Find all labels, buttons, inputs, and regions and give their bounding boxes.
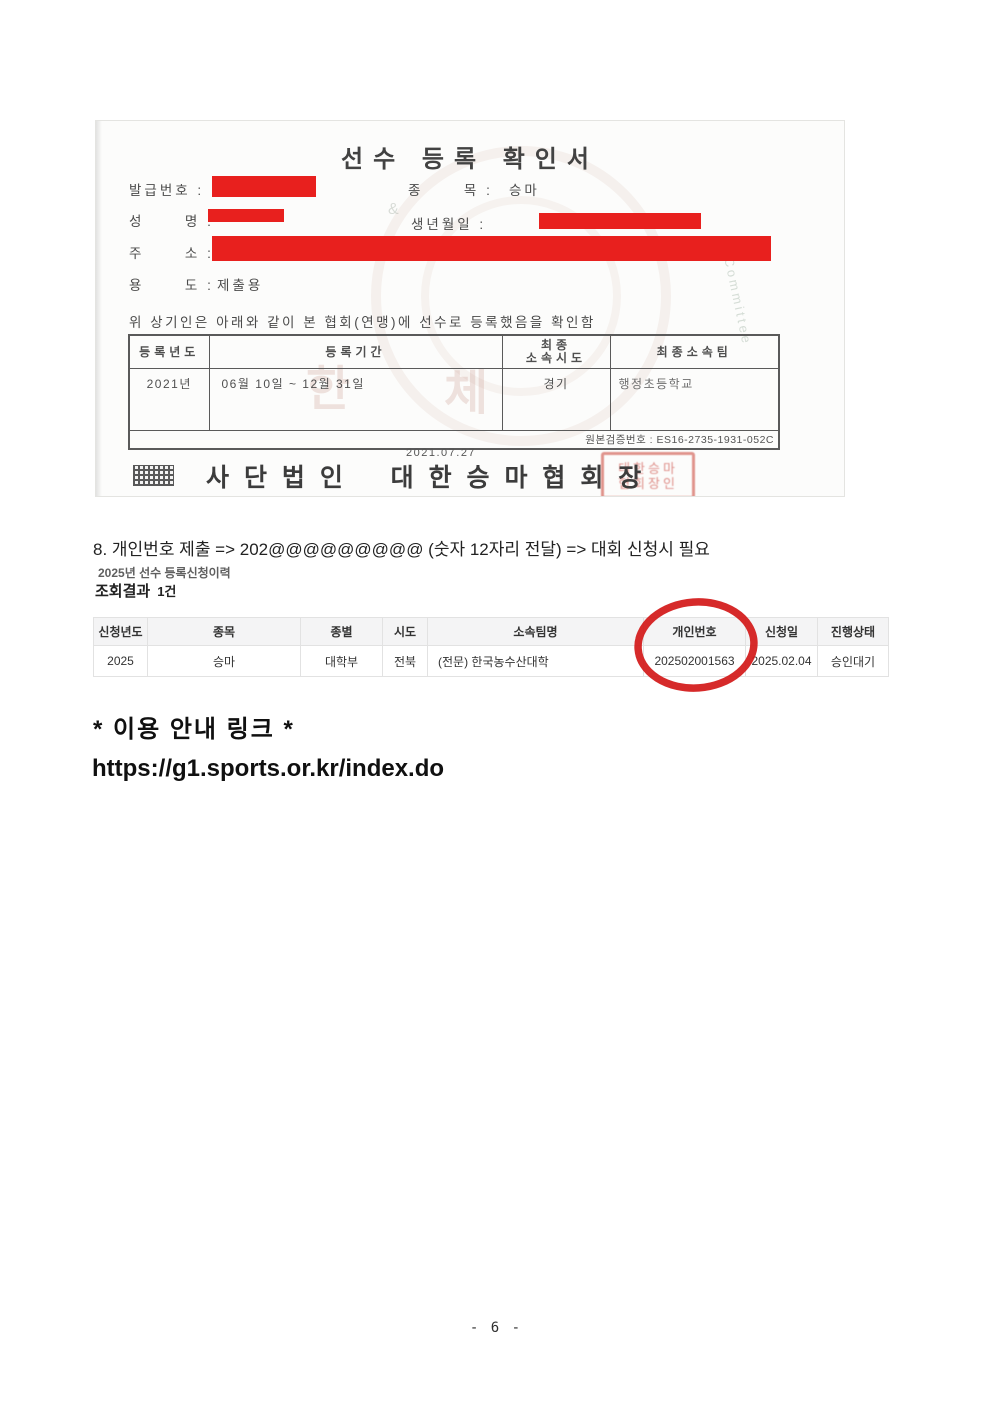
verification-number: 원본검증번호 : ES16-2735-1931-052C [128, 430, 780, 450]
redaction-bar-name [208, 209, 284, 222]
guide-link-url[interactable]: https://g1.sports.or.kr/index.do [92, 755, 445, 782]
verification-row: 원본검증번호 : ES16-2735-1931-052C [128, 430, 780, 450]
col-reg-period: 등록기간 [208, 334, 503, 369]
name-label: 성 명 : [129, 214, 214, 229]
certificate-scan: 한 체 Committee & 선수 등록 확인서 발급번호 : 종 목 : 승… [95, 120, 845, 497]
instruction-line-8: 8. 개인번호 제출 => 202@@@@@@@@@ (숫자 12자리 전달) … [93, 540, 710, 559]
result-summary-label: 조회결과 [95, 583, 151, 600]
cell-region: 전북 [382, 645, 428, 677]
registration-table: 등록년도 등록기간 최종 소속시도 최종소속팀 2021년 06월 10일 ~ … [128, 334, 780, 450]
col-status: 진행상태 [817, 617, 889, 646]
redaction-bar-issue-no [212, 176, 316, 197]
history-header-row: 신청년도 종목 종별 시도 소속팀명 개인번호 신청일 진행상태 [93, 617, 889, 646]
page-number: - 6 - [469, 1320, 523, 1336]
cell-last-team: 행정초등학교 [609, 368, 780, 431]
col-personal-no: 개인번호 [643, 617, 746, 646]
col-sport: 종목 [147, 617, 301, 646]
col-reg-year: 등록년도 [128, 334, 210, 369]
result-panel-title: 2025년 선수 등록신청이력 [98, 566, 231, 580]
use-value: 제출용 [217, 278, 264, 293]
result-count: 1건 [157, 584, 177, 599]
cell-sport: 승마 [147, 645, 301, 677]
application-history-table: 신청년도 종목 종별 시도 소속팀명 개인번호 신청일 진행상태 2025 승마… [93, 617, 889, 677]
sport-label: 종 목 : [408, 183, 493, 198]
issuer-title: 사 단 법 인 대 한 승 마 협 회 장 [206, 464, 646, 492]
cell-personal-no: 202502001563 [643, 645, 746, 677]
col-division: 종별 [300, 617, 383, 646]
cell-reg-year: 2021년 [128, 368, 210, 431]
col-apply-date: 신청일 [745, 617, 818, 646]
redaction-bar-birth [539, 213, 701, 229]
cell-reg-period: 06월 10일 ~ 12월 31일 [208, 368, 503, 431]
certificate-date: 2021.07.27 [406, 447, 477, 459]
issue-no-label: 발급번호 : [129, 183, 205, 198]
certificate-statement: 위 상기인은 아래와 같이 본 협회(연맹)에 선수로 등록했음을 확인함 [129, 315, 596, 330]
guide-link-heading: * 이용 안내 링크 * [93, 716, 295, 743]
col-apply-year: 신청년도 [93, 617, 148, 646]
birth-label: 생년월일 : [411, 217, 487, 232]
cell-team-name: (전문) 한국농수산대학 [427, 645, 644, 677]
official-seal-stamp: 대한승마 협회장인 [601, 452, 695, 496]
use-label: 용 도 : [129, 278, 214, 293]
col-team-name: 소속팀명 [427, 617, 644, 646]
cell-apply-date: 2025.02.04 [745, 645, 818, 677]
qr-code [133, 465, 174, 486]
watermark-text: & [388, 201, 399, 218]
table-row: 2025 승마 대학부 전북 (전문) 한국농수산대학 202502001563… [93, 645, 889, 677]
redaction-bar-address [212, 236, 771, 261]
registration-table-header-row: 등록년도 등록기간 최종 소속시도 최종소속팀 [128, 334, 780, 369]
cell-status: 승인대기 [817, 645, 889, 677]
result-summary: 조회결과 1건 [95, 580, 176, 601]
cell-division: 대학부 [300, 645, 383, 677]
address-label: 주 소 : [129, 246, 214, 261]
certificate-title: 선수 등록 확인서 [341, 146, 599, 173]
sport-value: 승마 [509, 183, 540, 198]
cell-apply-year: 2025 [93, 645, 148, 677]
col-last-region: 최종 소속시도 [501, 334, 611, 369]
col-last-team: 최종소속팀 [609, 334, 780, 369]
col-region: 시도 [382, 617, 428, 646]
registration-table-row: 2021년 06월 10일 ~ 12월 31일 경기 행정초등학교 [128, 368, 780, 431]
cell-last-region: 경기 [501, 368, 611, 431]
